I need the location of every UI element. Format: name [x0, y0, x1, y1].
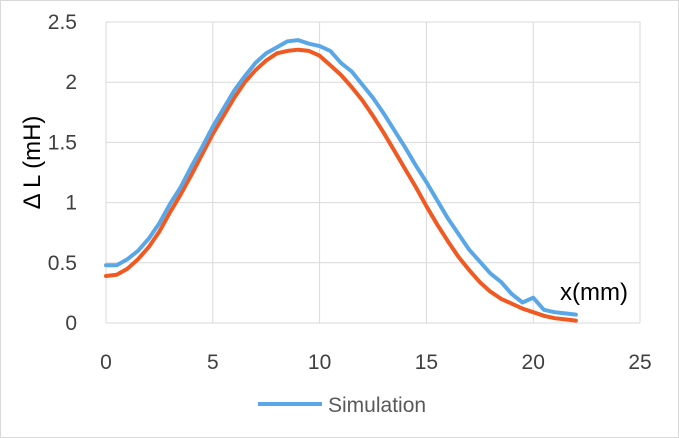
y-tick-label-0: 0: [65, 312, 77, 335]
series-line-simulation: [104, 38, 578, 317]
x-tick-label-3: 15: [415, 351, 438, 374]
x-tick-label-2: 10: [308, 351, 331, 374]
legend-label-simulation: Simulation: [328, 394, 426, 417]
x-tick-label-5: 25: [628, 351, 651, 374]
x-tick-label-4: 20: [522, 351, 545, 374]
series-line-series-2: [104, 47, 578, 323]
gridlines: [105, 21, 641, 324]
y-axis-label: Δ L (mH): [19, 116, 46, 210]
x-tick-label-1: 5: [207, 351, 219, 374]
x-tick-labels: 0 5 10 15 20 25: [100, 351, 652, 374]
y-tick-label-5: 2.5: [48, 11, 77, 34]
x-tick-label-0: 0: [100, 351, 112, 374]
y-tick-label-4: 2: [65, 71, 77, 94]
x-axis-label: x(mm): [560, 279, 628, 306]
series-layer: [104, 38, 578, 323]
y-tick-label-1: 0.5: [48, 252, 77, 275]
y-tick-label-3: 1.5: [48, 131, 77, 154]
legend: Simulation: [258, 394, 426, 417]
y-tick-label-2: 1: [65, 192, 77, 215]
y-tick-labels: 0 0.5 1 1.5 2 2.5: [48, 11, 77, 335]
